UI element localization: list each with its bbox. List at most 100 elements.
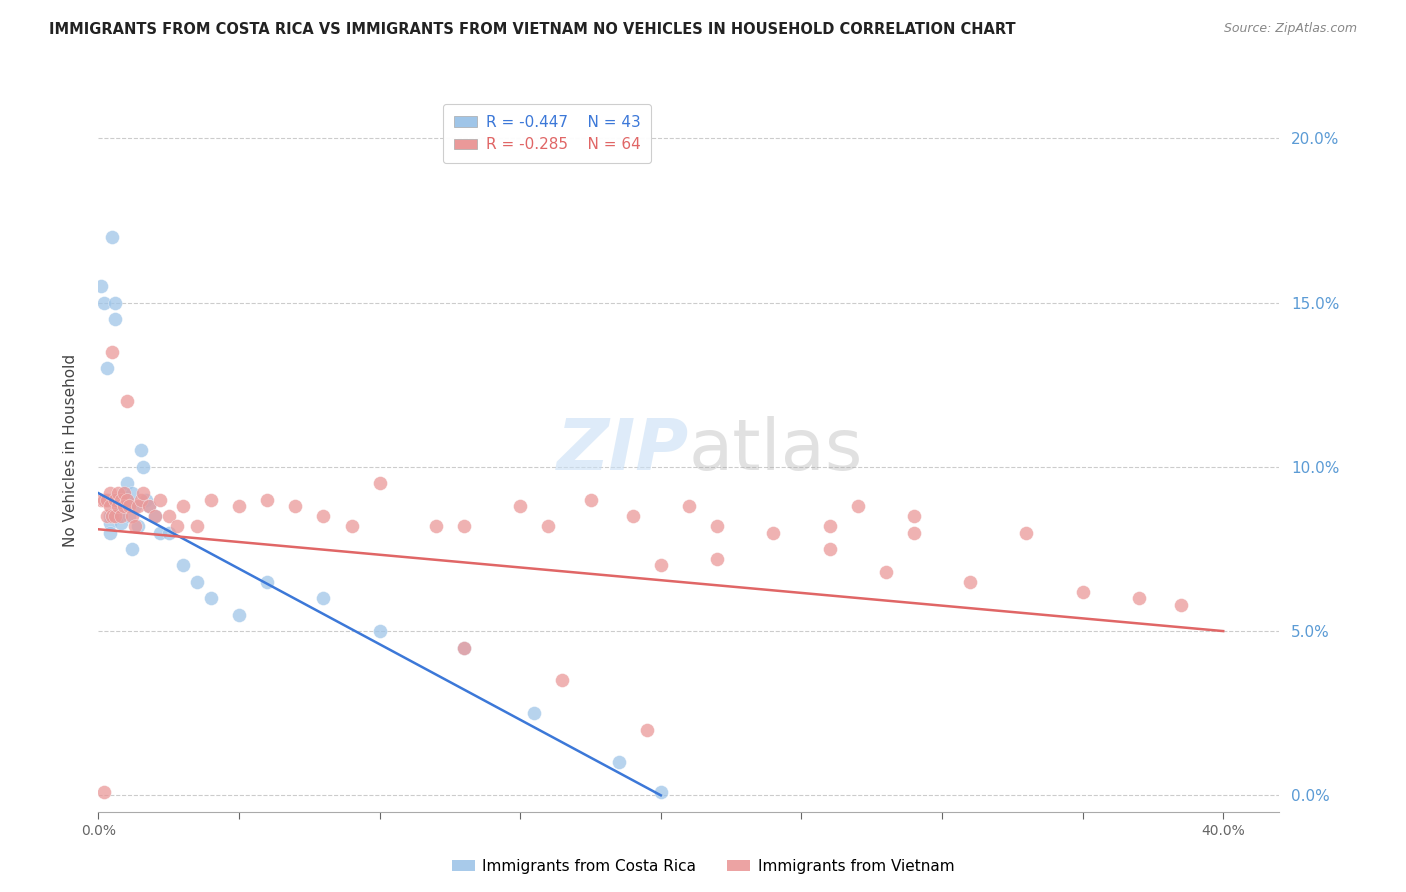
Point: [312, 591, 335, 606]
Point: [706, 519, 728, 533]
Legend: R = -0.447    N = 43, R = -0.285    N = 64: R = -0.447 N = 43, R = -0.285 N = 64: [443, 104, 651, 163]
Point: [101, 230, 124, 244]
Point: [650, 785, 672, 799]
Point: [818, 519, 841, 533]
Point: [621, 509, 644, 524]
Point: [121, 541, 143, 556]
Point: [107, 492, 129, 507]
Point: [138, 500, 160, 514]
Point: [138, 500, 160, 514]
Point: [875, 565, 897, 579]
Point: [112, 486, 135, 500]
Point: [200, 492, 222, 507]
Point: [118, 500, 141, 514]
Point: [127, 519, 149, 533]
Point: [104, 492, 127, 507]
Point: [903, 525, 925, 540]
Point: [96, 361, 118, 376]
Point: [1071, 584, 1094, 599]
Point: [118, 500, 141, 514]
Point: [121, 486, 143, 500]
Point: [1128, 591, 1150, 606]
Point: [132, 459, 155, 474]
Point: [762, 525, 785, 540]
Point: [115, 492, 138, 507]
Point: [110, 500, 132, 514]
Point: [98, 516, 121, 530]
Point: [129, 492, 152, 507]
Y-axis label: No Vehicles in Household: No Vehicles in Household: [63, 354, 77, 547]
Point: [96, 492, 118, 507]
Point: [186, 519, 208, 533]
Point: [96, 509, 118, 524]
Point: [115, 492, 138, 507]
Point: [846, 500, 869, 514]
Point: [453, 640, 475, 655]
Point: [129, 443, 152, 458]
Point: [112, 500, 135, 514]
Point: [256, 492, 278, 507]
Point: [706, 551, 728, 566]
Point: [284, 500, 307, 514]
Point: [98, 525, 121, 540]
Point: [607, 756, 630, 770]
Point: [101, 345, 124, 359]
Point: [678, 500, 700, 514]
Point: [537, 519, 560, 533]
Point: [1015, 525, 1038, 540]
Point: [104, 295, 127, 310]
Point: [157, 509, 180, 524]
Point: [107, 486, 129, 500]
Point: [368, 624, 391, 639]
Point: [98, 509, 121, 524]
Point: [101, 492, 124, 507]
Point: [959, 574, 981, 589]
Point: [149, 525, 172, 540]
Point: [818, 541, 841, 556]
Point: [166, 519, 188, 533]
Point: [110, 509, 132, 524]
Point: [425, 519, 447, 533]
Point: [118, 509, 141, 524]
Point: [96, 492, 118, 507]
Text: IMMIGRANTS FROM COSTA RICA VS IMMIGRANTS FROM VIETNAM NO VEHICLES IN HOUSEHOLD C: IMMIGRANTS FROM COSTA RICA VS IMMIGRANTS…: [49, 22, 1015, 37]
Point: [186, 574, 208, 589]
Point: [368, 476, 391, 491]
Point: [104, 509, 127, 524]
Point: [551, 673, 574, 688]
Point: [115, 394, 138, 409]
Point: [110, 492, 132, 507]
Point: [228, 500, 250, 514]
Point: [115, 476, 138, 491]
Point: [127, 500, 149, 514]
Point: [200, 591, 222, 606]
Point: [121, 509, 143, 524]
Point: [172, 500, 194, 514]
Point: [157, 525, 180, 540]
Point: [579, 492, 602, 507]
Point: [90, 279, 112, 293]
Point: [340, 519, 363, 533]
Point: [124, 519, 146, 533]
Point: [1170, 598, 1192, 612]
Point: [112, 486, 135, 500]
Point: [110, 516, 132, 530]
Legend: Immigrants from Costa Rica, Immigrants from Vietnam: Immigrants from Costa Rica, Immigrants f…: [446, 853, 960, 880]
Point: [509, 500, 531, 514]
Point: [90, 492, 112, 507]
Point: [132, 486, 155, 500]
Point: [143, 509, 166, 524]
Point: [98, 500, 121, 514]
Point: [104, 312, 127, 326]
Point: [636, 723, 658, 737]
Point: [93, 492, 115, 507]
Point: [228, 607, 250, 622]
Text: Source: ZipAtlas.com: Source: ZipAtlas.com: [1223, 22, 1357, 36]
Point: [453, 519, 475, 533]
Text: atlas: atlas: [689, 416, 863, 485]
Point: [107, 500, 129, 514]
Point: [101, 509, 124, 524]
Point: [256, 574, 278, 589]
Point: [112, 500, 135, 514]
Point: [903, 509, 925, 524]
